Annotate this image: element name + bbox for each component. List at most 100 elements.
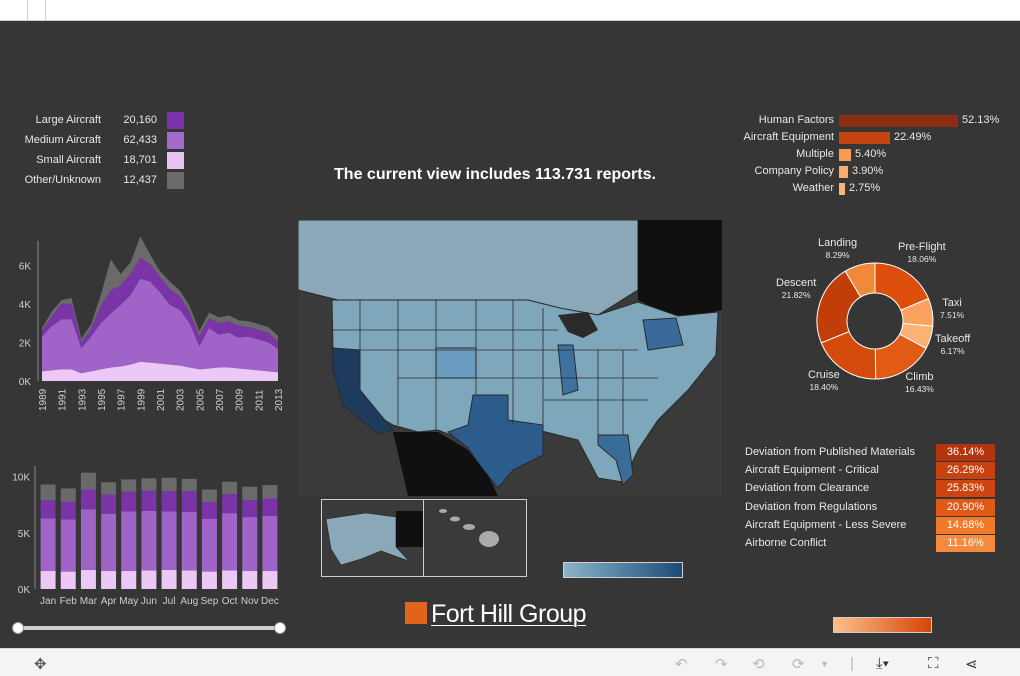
bar-segment[interactable] bbox=[60, 519, 76, 572]
factor-bar[interactable] bbox=[839, 132, 890, 144]
bar-segment[interactable] bbox=[262, 498, 278, 516]
bar-segment[interactable] bbox=[40, 518, 56, 572]
factor-bar[interactable] bbox=[839, 183, 845, 195]
bar-segment[interactable] bbox=[181, 491, 197, 513]
y-tick-label: 10K bbox=[12, 473, 30, 484]
bar-segment[interactable] bbox=[242, 517, 258, 572]
bar-segment[interactable] bbox=[101, 513, 117, 572]
x-tick-label: 1991 bbox=[58, 388, 69, 411]
factor-bar[interactable] bbox=[839, 115, 958, 127]
y-tick-label: 0K bbox=[19, 377, 32, 388]
bar-segment[interactable] bbox=[181, 478, 197, 492]
bar-segment[interactable] bbox=[242, 500, 258, 518]
fullscreen-icon[interactable]: ⛶ bbox=[928, 655, 939, 672]
area-series[interactable] bbox=[42, 278, 278, 374]
share-icon[interactable]: ⋖ bbox=[965, 656, 978, 673]
area-series[interactable] bbox=[42, 257, 278, 350]
x-tick-label: 1999 bbox=[136, 388, 147, 411]
bar-segment[interactable] bbox=[181, 512, 197, 571]
donut-label-name: Cruise bbox=[808, 369, 840, 381]
bar-segment[interactable] bbox=[101, 571, 117, 589]
bar-segment[interactable] bbox=[60, 571, 76, 589]
bar-segment[interactable] bbox=[80, 472, 96, 490]
redo-icon[interactable]: ↷ bbox=[715, 656, 728, 673]
x-tick-label: 1997 bbox=[117, 388, 128, 411]
yearly-area-chart[interactable]: 6K 4K 2K 0K 1989 1991 1993 1995 1997 1999 2001 2003… bbox=[0, 231, 290, 421]
bar-segment[interactable] bbox=[101, 482, 117, 495]
bar-segment[interactable] bbox=[161, 511, 177, 570]
bar-segment[interactable] bbox=[121, 571, 137, 589]
slider-handle-start[interactable] bbox=[12, 622, 24, 634]
bar-segment[interactable] bbox=[121, 491, 137, 512]
deviation-value[interactable]: 11.16% bbox=[936, 535, 995, 552]
bar-segment[interactable] bbox=[141, 478, 157, 491]
tab[interactable] bbox=[0, 0, 28, 20]
bar-segment[interactable] bbox=[40, 484, 56, 501]
bar-segment[interactable] bbox=[141, 510, 157, 571]
us-state-map[interactable] bbox=[298, 220, 722, 496]
donut-label: Cruise 18.40% bbox=[808, 369, 840, 393]
donut-label-value: 18.40% bbox=[809, 382, 839, 392]
bar-segment[interactable] bbox=[60, 488, 76, 502]
bar-segment[interactable] bbox=[141, 570, 157, 589]
bar-segment[interactable] bbox=[101, 494, 117, 514]
area-series[interactable] bbox=[42, 361, 278, 381]
bar-segment[interactable] bbox=[222, 513, 238, 571]
bar-segment[interactable] bbox=[80, 509, 96, 570]
bar-segment[interactable] bbox=[181, 570, 197, 589]
bar-segment[interactable] bbox=[262, 485, 278, 499]
legend-swatch[interactable] bbox=[167, 112, 184, 129]
bar-segment[interactable] bbox=[121, 479, 137, 492]
year-range-slider[interactable] bbox=[16, 626, 280, 630]
donut-slice[interactable] bbox=[844, 262, 876, 298]
bar-segment[interactable] bbox=[262, 515, 278, 572]
legend-swatch[interactable] bbox=[167, 172, 184, 189]
bar-segment[interactable] bbox=[161, 477, 177, 492]
deviation-value[interactable]: 14.68% bbox=[936, 516, 995, 534]
bar-segment[interactable] bbox=[201, 489, 217, 502]
revert-icon[interactable]: ⟲ bbox=[752, 656, 765, 673]
bar-segment[interactable] bbox=[80, 489, 96, 510]
move-icon[interactable]: ✥ bbox=[34, 656, 47, 673]
x-tick-label: May bbox=[119, 596, 138, 607]
bar-segment[interactable] bbox=[121, 511, 137, 572]
deviation-value[interactable]: 20.90% bbox=[936, 498, 995, 516]
flight-phase-donut[interactable] bbox=[810, 256, 940, 386]
refresh-icon[interactable]: ⟳ bbox=[792, 656, 805, 673]
bar-segment[interactable] bbox=[40, 571, 56, 589]
monthly-bar-chart[interactable]: Jan Feb Mar Apr May Jun Jul Aug Sep Oct Nov Dec 10K 5… bbox=[0, 441, 290, 611]
bar-segment[interactable] bbox=[40, 500, 56, 519]
slider-handle-end[interactable] bbox=[274, 622, 286, 634]
deviation-label: Deviation from Clearance bbox=[745, 482, 870, 495]
bar-segment[interactable] bbox=[262, 571, 278, 589]
undo-icon[interactable]: ↶ bbox=[675, 656, 688, 673]
x-tick-label: Oct bbox=[222, 596, 238, 607]
bar-segment[interactable] bbox=[242, 486, 258, 501]
bar-segment[interactable] bbox=[161, 569, 177, 589]
chevron-down-icon[interactable]: ▼ bbox=[820, 659, 829, 669]
bar-segment[interactable] bbox=[80, 569, 96, 589]
bar-segment[interactable] bbox=[222, 481, 238, 495]
bar-segment[interactable] bbox=[201, 501, 217, 519]
x-tick-label: 2007 bbox=[215, 388, 226, 411]
bar-segment[interactable] bbox=[222, 570, 238, 589]
bar-segment[interactable] bbox=[222, 494, 238, 514]
bar-segment[interactable] bbox=[242, 571, 258, 589]
deviation-value[interactable]: 36.14% bbox=[936, 444, 995, 461]
tab[interactable] bbox=[27, 0, 46, 20]
legend-label: Large Aircraft bbox=[35, 114, 101, 126]
download-icon[interactable]: ⤓▾ bbox=[876, 655, 889, 672]
bar-segment[interactable] bbox=[161, 491, 177, 512]
deviation-value[interactable]: 25.83% bbox=[936, 480, 995, 498]
bar-segment[interactable] bbox=[141, 490, 157, 511]
alaska-hawaii-inset[interactable] bbox=[321, 499, 527, 577]
factor-bar[interactable] bbox=[839, 149, 851, 161]
bar-segment[interactable] bbox=[201, 518, 217, 572]
bar-segment[interactable] bbox=[201, 571, 217, 589]
factor-bar[interactable] bbox=[839, 166, 848, 178]
legend-swatch[interactable] bbox=[167, 152, 184, 169]
deviation-value[interactable]: 26.29% bbox=[936, 462, 995, 480]
bar-segment[interactable] bbox=[60, 501, 76, 520]
legend-swatch[interactable] bbox=[167, 132, 184, 149]
deviation-label: Deviation from Published Materials bbox=[745, 446, 915, 458]
